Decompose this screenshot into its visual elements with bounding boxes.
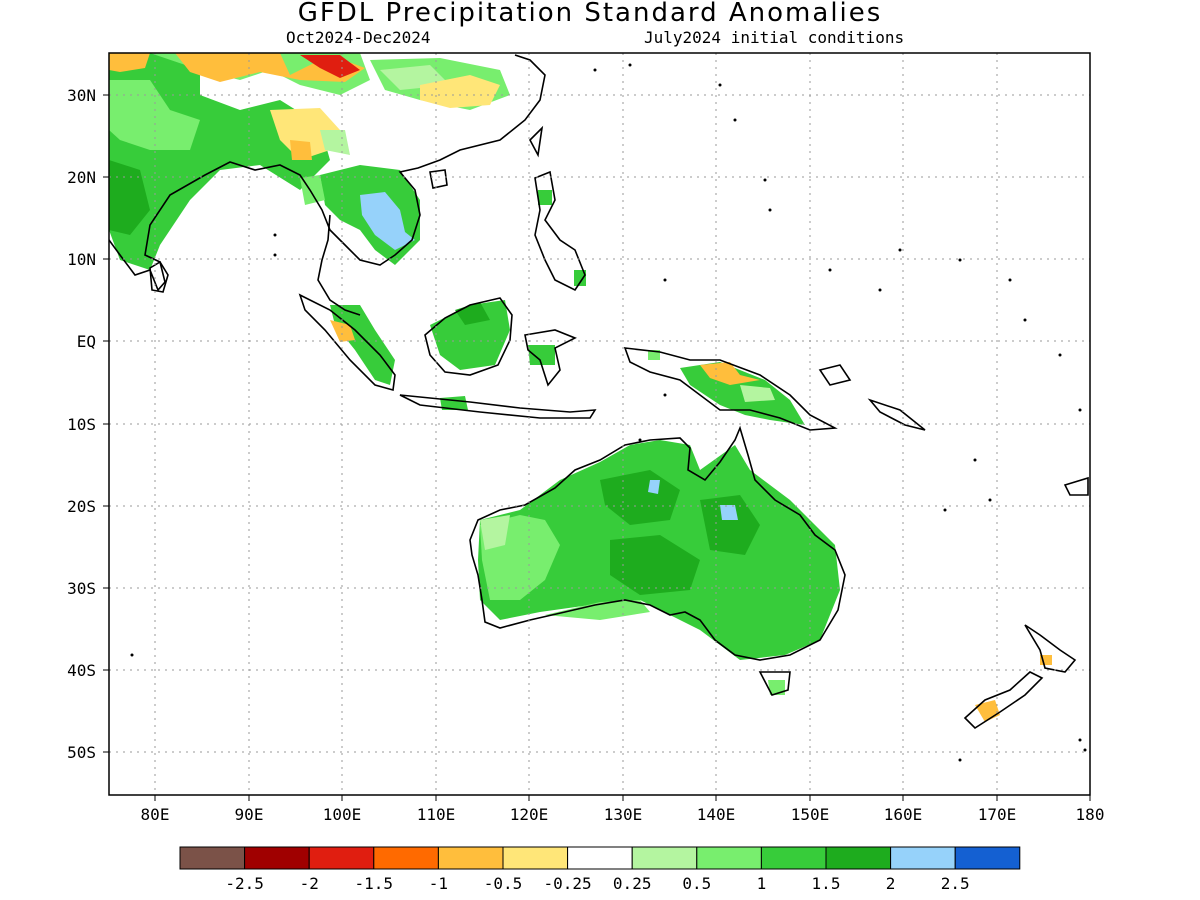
- legend-label: -0.25: [544, 874, 592, 893]
- legend-swatch: [179, 846, 246, 870]
- legend-swatch: [631, 846, 698, 870]
- anomaly-region: [574, 270, 586, 286]
- legend-label: 1.5: [812, 874, 841, 893]
- anomaly-region: [768, 680, 785, 695]
- anomaly-region: [420, 75, 500, 108]
- anomaly-region: [528, 345, 555, 365]
- legend-swatch: [502, 846, 569, 870]
- lat-label: EQ: [77, 332, 96, 351]
- small-islands: [130, 63, 1087, 762]
- anomaly-region: [600, 470, 680, 525]
- legend-swatch: [954, 846, 1021, 870]
- anomaly-region: [648, 480, 660, 494]
- legend-label: 2.5: [941, 874, 970, 893]
- anomaly-field: [109, 53, 1052, 722]
- coastlines: [109, 54, 1089, 730]
- anomaly-region: [175, 53, 365, 82]
- legend-label: -1: [429, 874, 448, 893]
- map-title: GFDL Precipitation Standard Anomalies: [297, 0, 883, 28]
- anomaly-region: [648, 350, 660, 360]
- lon-label: 130E: [604, 805, 643, 824]
- legend-label: -1.5: [355, 874, 394, 893]
- graticule: [109, 53, 1090, 795]
- legend-label: 2: [886, 874, 896, 893]
- lon-label: 180: [1076, 805, 1105, 824]
- longitude-labels: 80E 90E 100E 110E 120E 130E 140E 150E 16…: [141, 805, 1105, 824]
- anomaly-region: [109, 80, 200, 150]
- legend-swatch: [696, 846, 762, 870]
- initial-conditions: July2024 initial conditions: [644, 28, 905, 47]
- anomaly-region: [290, 140, 312, 160]
- anomaly-region: [360, 192, 415, 250]
- legend-swatch: [760, 846, 827, 870]
- lon-label: 120E: [510, 805, 549, 824]
- legend-swatch: [244, 846, 310, 870]
- lon-label: 150E: [791, 805, 830, 824]
- lat-label: 20N: [67, 168, 96, 187]
- anomaly-region: [300, 55, 360, 78]
- anomaly-region: [610, 535, 700, 595]
- lat-label: 40S: [67, 661, 96, 680]
- anomaly-region: [300, 175, 325, 205]
- anomaly-region: [320, 130, 350, 155]
- anomaly-region: [720, 505, 738, 520]
- anomaly-region: [700, 362, 760, 385]
- legend-label: 0.5: [682, 874, 711, 893]
- lat-label: 20S: [67, 497, 96, 516]
- anomaly-region: [700, 495, 760, 555]
- legend-swatch: [890, 846, 956, 870]
- latitude-labels: 30N 20N 10N EQ 10S 20S 30S 40S 50S: [67, 86, 96, 762]
- legend-swatch: [437, 846, 504, 870]
- legend-label: -2: [300, 874, 319, 893]
- lat-label: 30S: [67, 579, 96, 598]
- legend-label: -2.5: [225, 874, 264, 893]
- lat-label: 10S: [67, 415, 96, 434]
- legend-label: 0.25: [613, 874, 652, 893]
- lon-label: 100E: [323, 805, 362, 824]
- legend-swatch: [373, 846, 439, 870]
- anomaly-region: [430, 300, 510, 370]
- lon-label: 140E: [697, 805, 736, 824]
- anomaly-region: [109, 160, 150, 235]
- lat-label: 50S: [67, 743, 96, 762]
- lat-label: 10N: [67, 250, 96, 269]
- legend-swatch: [825, 846, 892, 870]
- anomaly-region: [480, 515, 510, 550]
- lon-label: 90E: [235, 805, 264, 824]
- legend-label: -0.5: [484, 874, 523, 893]
- color-legend: [179, 846, 1021, 870]
- lon-label: 170E: [978, 805, 1017, 824]
- anomaly-region: [740, 385, 775, 402]
- lon-label: 80E: [141, 805, 170, 824]
- anomaly-region: [545, 600, 650, 620]
- anomaly-region: [975, 700, 1000, 722]
- anomaly-region: [270, 108, 340, 160]
- tick-marks: [103, 94, 1091, 801]
- lon-label: 110E: [417, 805, 456, 824]
- anomaly-region: [109, 53, 150, 72]
- anomaly-region: [538, 190, 552, 205]
- legend-label: 1: [757, 874, 767, 893]
- legend-swatch: [567, 846, 633, 870]
- color-legend-labels: -2.5 -2 -1.5 -1 -0.5 -0.25 0.25 0.5 1 1.5 2 2.5: [225, 874, 969, 893]
- lat-label: 30N: [67, 86, 96, 105]
- legend-swatch: [308, 846, 375, 870]
- forecast-period: Oct2024-Dec2024: [286, 28, 431, 47]
- lon-label: 160E: [884, 805, 923, 824]
